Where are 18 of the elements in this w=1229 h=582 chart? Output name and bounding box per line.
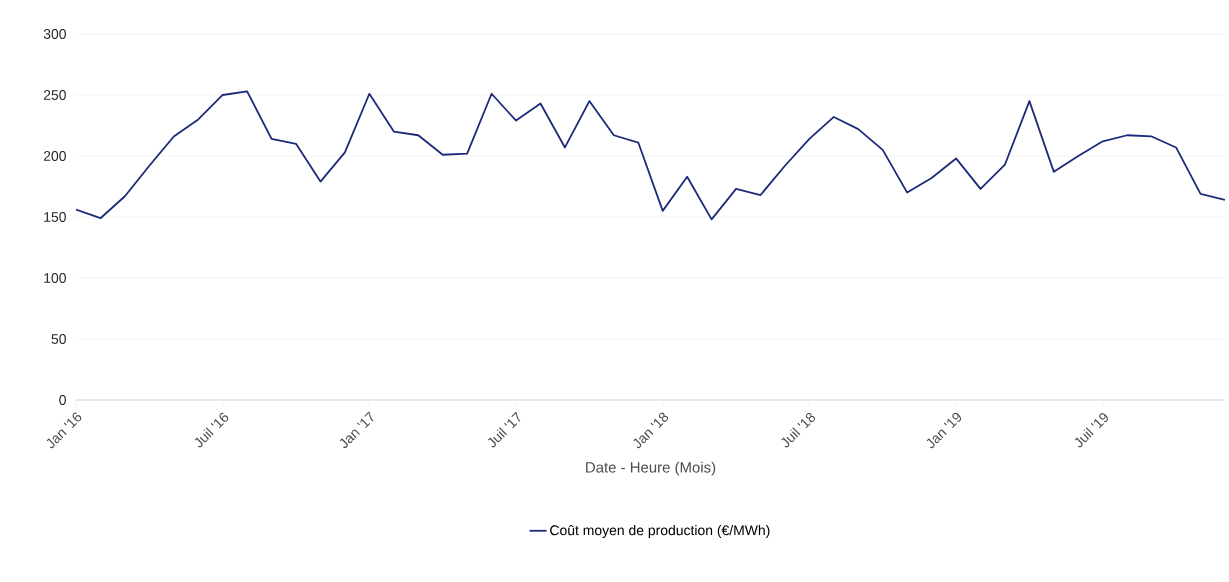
x-tick-label: Jan '17 <box>339 411 374 449</box>
x-tick-label: Jan '16 <box>46 412 82 449</box>
legend-label: Coût moyen de production (€/MWh) <box>550 524 770 538</box>
x-tick-label: Jan '19 <box>926 412 962 449</box>
y-tick-label: 50 <box>51 334 66 344</box>
x-tick-label: Jan '18 <box>633 412 669 449</box>
x-tick-label: Juil '16 <box>194 412 229 448</box>
y-tick-label: 150 <box>44 212 66 222</box>
x-axis-title: Date - Heure (Mois) <box>586 461 716 476</box>
y-tick-label: 300 <box>43 29 66 39</box>
y-tick-label: 250 <box>43 90 66 100</box>
x-tick-label: Juil '19 <box>1074 413 1108 448</box>
y-tick-label: 200 <box>43 151 66 161</box>
y-tick-label: 100 <box>44 273 66 283</box>
x-tick-label: Juil '18 <box>781 412 816 448</box>
x-tick-label: Juil '17 <box>488 411 521 448</box>
y-tick-label: 0 <box>59 395 66 405</box>
line-series <box>76 90 1225 221</box>
